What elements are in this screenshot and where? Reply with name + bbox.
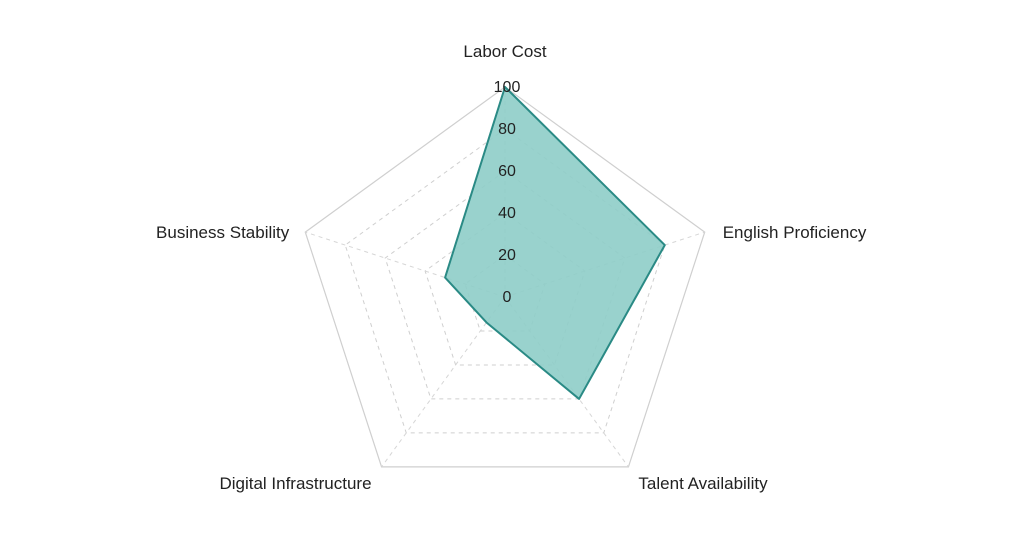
tick-label-100: 100	[494, 79, 521, 96]
tick-label-0: 0	[503, 289, 512, 306]
radial-ticks: 0 20 40 60 80 100	[494, 79, 521, 306]
tick-label-60: 60	[498, 163, 516, 180]
grid-ring-100	[304, 86, 706, 468]
data-area	[444, 86, 666, 400]
axis-label-digital-infrastructure: Digital Infrastructure	[219, 474, 371, 493]
series-area-0	[444, 86, 666, 400]
tick-label-20: 20	[498, 247, 516, 264]
axis-label-business-stability: Business Stability	[156, 223, 290, 242]
spoke-3	[381, 296, 506, 468]
axis-labels: Labor Cost English Proficiency Talent Av…	[156, 42, 867, 493]
axis-label-english-proficiency: English Proficiency	[723, 223, 867, 242]
axis-label-talent-availability: Talent Availability	[638, 474, 768, 493]
axis-label-labor-cost: Labor Cost	[463, 42, 546, 61]
tick-label-40: 40	[498, 205, 516, 222]
tick-label-80: 80	[498, 121, 516, 138]
